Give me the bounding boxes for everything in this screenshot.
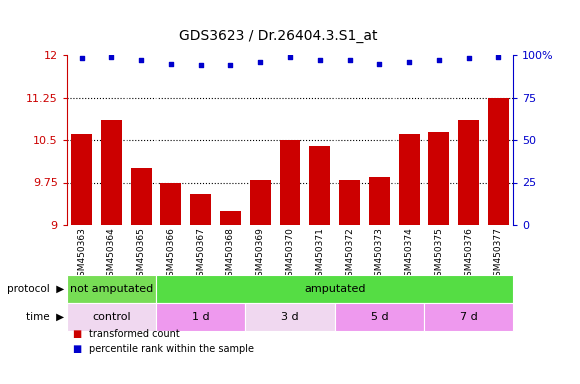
Bar (190, 194, 211, 225)
Bar (335, 303, 424, 331)
Text: time  ▶: time ▶ (26, 312, 64, 322)
Text: 1 d: 1 d (192, 312, 209, 322)
Text: GSM450372: GSM450372 (345, 227, 354, 282)
Text: GSM450373: GSM450373 (375, 227, 384, 282)
Point (107, 54, 116, 60)
Text: GSM450375: GSM450375 (434, 227, 443, 282)
Bar (130, 168, 151, 225)
Text: 3 d: 3 d (281, 312, 299, 322)
Text: amputated: amputated (304, 284, 365, 294)
Bar (398, 134, 419, 225)
Text: not amputated: not amputated (70, 284, 153, 294)
Text: GSM450367: GSM450367 (196, 227, 205, 282)
Text: GSM450366: GSM450366 (166, 227, 175, 282)
Text: GSM450371: GSM450371 (316, 227, 324, 282)
Bar (220, 211, 241, 225)
Text: percentile rank within the sample: percentile rank within the sample (89, 344, 253, 354)
Text: GSM450376: GSM450376 (464, 227, 473, 282)
Bar (339, 180, 360, 225)
Text: ■: ■ (72, 329, 82, 339)
Text: GSM450374: GSM450374 (405, 227, 414, 282)
Point (404, 59, 414, 65)
Text: GSM450364: GSM450364 (107, 227, 116, 282)
Bar (458, 120, 479, 225)
Text: 5 d: 5 d (371, 312, 388, 322)
Text: ■: ■ (72, 344, 82, 354)
Bar (488, 98, 509, 225)
Point (464, 55, 473, 61)
Text: GSM450369: GSM450369 (256, 227, 264, 282)
Bar (250, 180, 271, 225)
Point (285, 54, 295, 60)
Text: control: control (92, 312, 130, 322)
Point (375, 60, 384, 66)
Bar (67, 303, 156, 331)
Point (196, 62, 205, 68)
Point (494, 54, 503, 60)
Text: transformed count: transformed count (89, 329, 179, 339)
Text: GDS3623 / Dr.26404.3.S1_at: GDS3623 / Dr.26404.3.S1_at (179, 30, 378, 43)
Bar (429, 131, 450, 225)
Text: GSM450363: GSM450363 (77, 227, 86, 282)
Text: GSM450368: GSM450368 (226, 227, 235, 282)
Bar (156, 303, 245, 331)
Text: GSM450370: GSM450370 (285, 227, 295, 282)
Bar (369, 177, 390, 225)
Point (434, 57, 444, 63)
Bar (101, 120, 122, 225)
Bar (245, 303, 335, 331)
Text: protocol  ▶: protocol ▶ (6, 284, 64, 294)
Bar (424, 303, 513, 331)
Bar (67, 275, 156, 303)
Text: GSM450377: GSM450377 (494, 227, 503, 282)
Bar (309, 146, 330, 225)
Point (77, 55, 86, 61)
Point (136, 57, 146, 63)
Point (256, 59, 265, 65)
Point (315, 57, 324, 63)
Point (345, 57, 354, 63)
Bar (161, 182, 182, 225)
Bar (71, 134, 92, 225)
Text: 7 d: 7 d (460, 312, 477, 322)
Text: GSM450365: GSM450365 (137, 227, 146, 282)
Point (166, 60, 176, 66)
Bar (156, 275, 513, 303)
Bar (280, 140, 300, 225)
Point (226, 62, 235, 68)
